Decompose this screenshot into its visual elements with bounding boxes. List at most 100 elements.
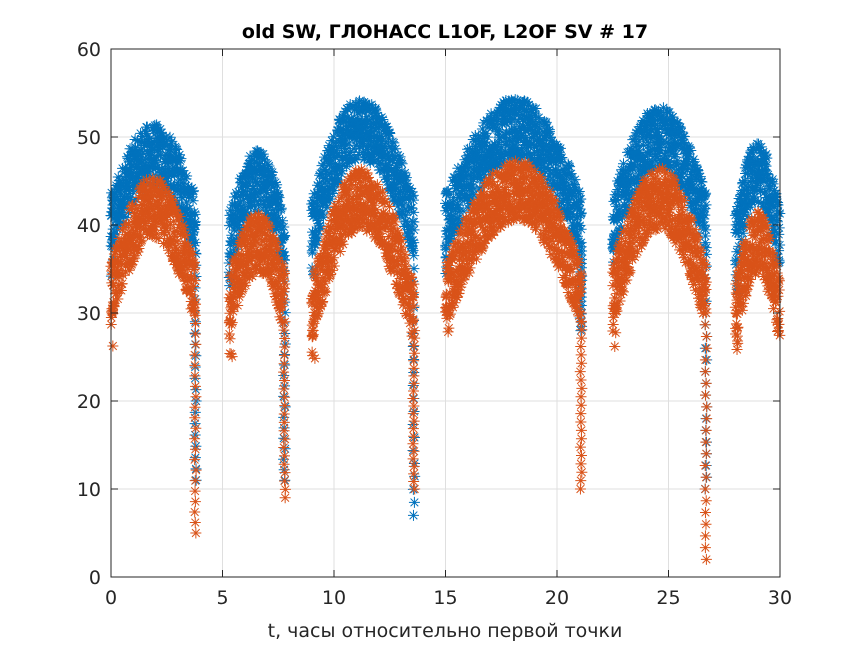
data-point [189,401,201,413]
data-point [322,249,334,261]
data-point [224,333,236,345]
data-point [440,239,452,251]
data-point [278,349,290,361]
data-point [377,114,389,126]
data-point [383,133,395,145]
data-point [131,162,143,174]
data-point [699,230,711,242]
data-point [229,286,241,298]
data-point [537,143,549,155]
data-point [364,99,376,111]
data-point [494,101,506,113]
data-point [190,422,202,434]
data-point [223,317,235,329]
data-point [747,147,759,159]
data-point [743,187,755,199]
data-point [130,141,142,153]
data-point [619,236,631,248]
data-point [645,125,657,137]
data-point [440,251,452,263]
data-point [131,231,143,243]
data-point [271,252,283,264]
data-point [240,180,252,192]
data-point [488,226,500,238]
data-point [349,212,361,224]
data-point [760,160,772,172]
data-point [739,175,751,187]
data-point [647,163,659,175]
data-point [354,176,366,188]
data-point [397,299,409,311]
data-point [399,248,411,260]
data-point [364,132,376,144]
data-point [576,332,588,344]
data-point [271,283,283,295]
data-point [189,475,201,487]
data-point [656,138,668,150]
data-point [548,218,560,230]
data-point [501,191,513,203]
data-point [162,152,174,164]
data-point [279,400,291,412]
data-point [612,184,624,196]
data-point [566,171,578,183]
data-point [573,185,585,197]
data-point [621,260,633,272]
data-point [164,240,176,252]
series-l2of [105,155,786,565]
data-point [408,250,420,262]
data-point [525,163,537,175]
data-point [279,333,291,345]
data-point [173,222,185,234]
data-point [497,176,509,188]
data-point [398,296,410,308]
data-point [553,254,565,266]
data-point [166,195,178,207]
data-point [674,173,686,185]
data-point [253,259,265,271]
data-point [271,291,283,303]
data-point [576,466,588,478]
data-point [452,276,464,288]
data-point [118,222,130,234]
data-point [403,308,415,320]
data-point [742,211,754,223]
data-point [177,219,189,231]
data-point [558,179,570,191]
data-point [275,298,287,310]
data-point [232,263,244,275]
data-point [331,201,343,213]
data-point [565,168,577,180]
data-point [468,208,480,220]
data-point [633,209,645,221]
data-point [523,202,535,214]
data-point [508,113,520,125]
data-point [336,165,348,177]
data-point [350,202,362,214]
data-point [352,129,364,141]
data-point [575,449,587,461]
data-point [383,245,395,257]
data-point [165,236,177,248]
data-point [484,199,496,211]
data-point [370,204,382,216]
data-point [165,137,177,149]
data-point [482,202,494,214]
data-point [379,142,391,154]
data-point [390,143,402,155]
data-point [401,205,413,217]
data-point [336,236,348,248]
data-point [670,148,682,160]
data-point [330,165,342,177]
data-point [680,179,692,191]
data-point [229,271,241,283]
data-point [684,142,696,154]
data-point [173,179,185,191]
data-point [463,267,475,279]
data-point [185,245,197,257]
data-point [171,243,183,255]
data-point [120,252,132,264]
data-point [190,248,202,260]
data-point [321,194,333,206]
data-point [645,145,657,157]
